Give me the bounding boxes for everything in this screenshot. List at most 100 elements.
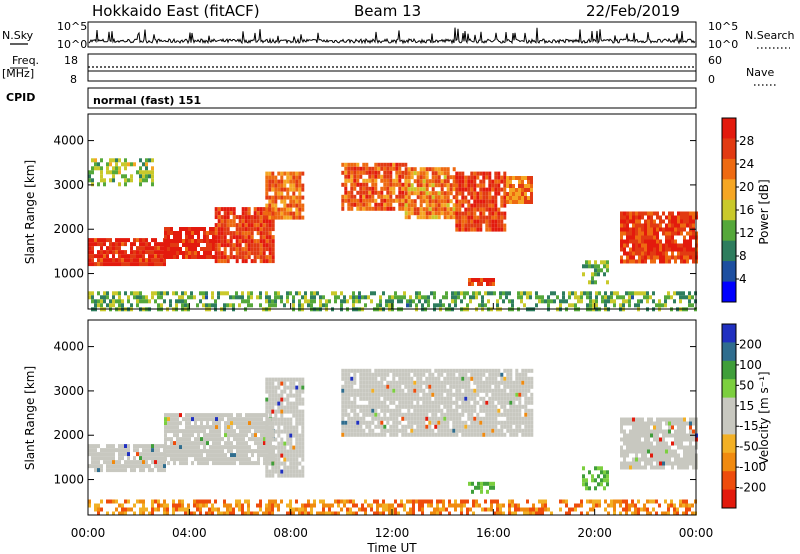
power-cell [428, 183, 432, 188]
power-cell [97, 166, 100, 171]
velocity-cell [541, 499, 544, 504]
velocity-cell [350, 408, 354, 413]
power-cell [229, 211, 233, 216]
velocity-cell [436, 511, 439, 516]
power-cell [319, 299, 322, 304]
power-cell [395, 174, 399, 179]
power-cell [478, 303, 481, 308]
velocity-cell [677, 445, 680, 450]
velocity-cell [527, 420, 531, 425]
velocity-cell [365, 412, 369, 417]
velocity-cell [389, 368, 393, 373]
velocity-cell [254, 429, 257, 434]
power-cell [632, 219, 635, 224]
power-cell [416, 187, 420, 192]
velocity-cell [653, 433, 656, 438]
power-cell [500, 179, 504, 184]
velocity-cell [121, 448, 124, 453]
power-cell [641, 235, 644, 240]
power-cell [212, 239, 215, 243]
velocity-cell [109, 460, 112, 465]
velocity-cell [656, 457, 659, 462]
velocity-cell [260, 417, 263, 422]
power-cell [145, 162, 148, 167]
power-cell [665, 247, 668, 252]
velocity-cell [466, 507, 469, 512]
velocity-cell [356, 416, 360, 421]
power-cell [112, 254, 115, 259]
power-cell [483, 278, 486, 282]
power-cell [506, 200, 509, 204]
power-cell [452, 183, 456, 188]
velocity-cell [656, 453, 659, 458]
power-cell [185, 227, 188, 231]
velocity-cell [271, 469, 275, 474]
velocity-cell [286, 417, 290, 422]
power-cell [623, 211, 626, 216]
velocity-cell [662, 441, 665, 446]
power-cell [683, 251, 686, 256]
velocity-cell [574, 507, 577, 512]
velocity-cell [683, 425, 686, 430]
power-cell [97, 238, 100, 243]
velocity-cell [644, 425, 647, 430]
velocity-cell [643, 507, 646, 512]
velocity-cell [164, 425, 167, 430]
power-cell [380, 178, 384, 183]
velocity-cell [647, 421, 650, 426]
velocity-cell [506, 380, 510, 385]
power-cell [368, 166, 372, 171]
power-cell [259, 255, 263, 260]
velocity-cell [154, 464, 157, 469]
power-cell [164, 235, 167, 239]
nsky-label: N.Sky [2, 29, 34, 42]
power-cell [401, 202, 405, 207]
power-cell [350, 202, 354, 207]
velocity-cell [200, 417, 203, 422]
velocity-cell [271, 507, 274, 512]
power-cell [365, 198, 369, 203]
velocity-cell [434, 368, 438, 373]
power-cell [604, 299, 607, 304]
power-cell [247, 239, 251, 244]
velocity-cell [598, 499, 601, 504]
velocity-cell [367, 503, 370, 508]
power-cell [500, 203, 504, 208]
velocity-cell [136, 452, 139, 457]
velocity-cell [277, 381, 281, 386]
power-cell [665, 255, 668, 260]
velocity-cell [496, 507, 499, 512]
velocity-cell [265, 405, 269, 410]
velocity-cell [680, 445, 683, 450]
velocity-cell [482, 368, 486, 373]
power-cell [594, 280, 597, 285]
power-cell [389, 190, 393, 195]
power-cell [425, 167, 429, 172]
velocity-cell [689, 425, 692, 430]
power-cell [594, 264, 597, 269]
power-cell [256, 227, 260, 232]
power-cell [380, 206, 384, 211]
power-cell [692, 235, 695, 240]
velocity-cell [461, 372, 465, 377]
velocity-cell [200, 413, 203, 418]
power-cell [421, 303, 424, 308]
velocity-cell [647, 461, 650, 466]
power-cell [181, 299, 184, 304]
power-cell [428, 211, 432, 216]
velocity-cell [127, 499, 130, 504]
power-cell [418, 291, 421, 296]
power-cell [235, 259, 239, 264]
velocity-cell [227, 413, 230, 418]
power-cell [610, 291, 613, 296]
power-cell [668, 259, 671, 264]
velocity-cell [467, 384, 471, 389]
velocity-cell [118, 468, 121, 473]
velocity-cell [604, 507, 607, 512]
power-cell [220, 227, 224, 232]
power-cell [443, 179, 447, 184]
power-cell [485, 195, 489, 200]
power-cell [265, 211, 269, 216]
velocity-cell [356, 428, 360, 433]
velocity-cell [409, 507, 412, 512]
